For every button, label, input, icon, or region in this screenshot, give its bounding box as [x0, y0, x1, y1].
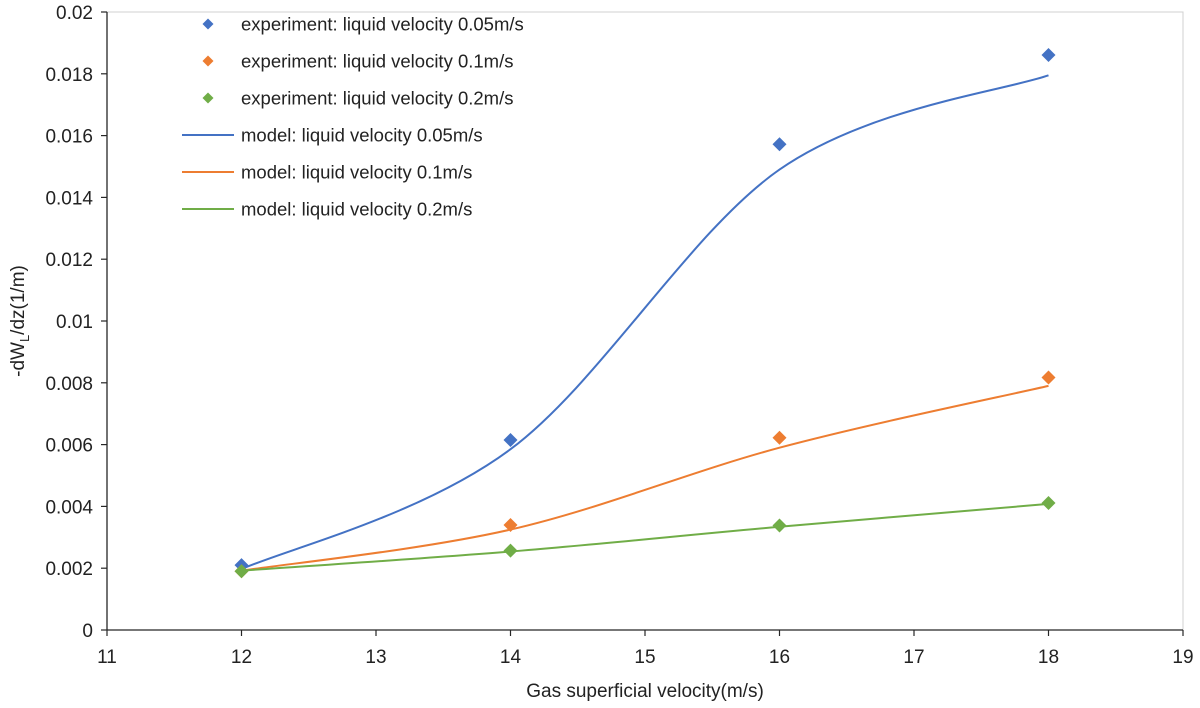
model-line [241, 74, 1049, 571]
y-tick-label: 0 [82, 621, 93, 642]
model-line [241, 502, 1049, 572]
y-tick-label: 0.002 [45, 559, 93, 580]
series-layer [234, 47, 1056, 579]
x-tick-label: 19 [1172, 647, 1193, 668]
y-axis-title: -dWL/dz(1/m) [8, 265, 32, 377]
legend-marker [202, 18, 214, 30]
y-tick-label: 0.006 [45, 436, 93, 457]
experiment-point [772, 430, 787, 445]
legend-label: experiment: liquid velocity 0.2m/s [241, 88, 513, 109]
y-tick-label: 0.01 [56, 312, 93, 333]
experiment-point [503, 517, 518, 532]
y-tick-label: 0.008 [45, 374, 93, 395]
experiment-point [1041, 496, 1056, 511]
y-tick-label: 0.004 [45, 497, 93, 518]
y-axis-title-prefix: -dW [8, 342, 29, 377]
experiment-point [772, 137, 787, 152]
x-tick-label: 13 [365, 647, 386, 668]
y-tick-label: 0.016 [45, 127, 93, 148]
experiment-point [503, 543, 518, 558]
legend-label: model: liquid velocity 0.1m/s [241, 162, 472, 183]
x-tick-label: 18 [1038, 647, 1059, 668]
y-axis-title-subscript: L [17, 335, 32, 342]
y-tick-label: 0.02 [56, 3, 93, 24]
experiment-point [234, 564, 249, 579]
experiment-point [772, 518, 787, 533]
x-tick-label: 14 [500, 647, 522, 668]
legend-label: experiment: liquid velocity 0.05m/s [241, 14, 524, 35]
x-tick-label: 16 [769, 647, 790, 668]
legend-marker [202, 55, 214, 67]
x-tick-label: 11 [97, 647, 117, 668]
axes: 11 12 13 14 15 16 17 18 19 0 0.002 0.004 0.006 0.008 0… [45, 3, 1193, 668]
x-tick-label: 17 [903, 647, 924, 668]
experiment-point [503, 432, 518, 447]
y-tick-label: 0.014 [45, 188, 93, 209]
y-tick-label: 0.012 [45, 250, 93, 271]
legend-label: experiment: liquid velocity 0.1m/s [241, 51, 513, 72]
x-tick-label: 12 [231, 647, 252, 668]
y-tick-label: 0.018 [45, 65, 93, 86]
y-axis-title-suffix: /dz(1/m) [8, 265, 29, 335]
x-axis-title: Gas superficial velocity(m/s) [526, 681, 764, 702]
legend-label: model: liquid velocity 0.2m/s [241, 199, 472, 220]
legend-label: model: liquid velocity 0.05m/s [241, 125, 483, 146]
x-tick-label: 15 [634, 647, 655, 668]
experiment-point [1041, 370, 1056, 385]
legend: experiment: liquid velocity 0.05m/s exper… [182, 14, 524, 220]
legend-marker [202, 92, 214, 104]
model-line [241, 384, 1049, 572]
experiment-point [1041, 47, 1056, 62]
